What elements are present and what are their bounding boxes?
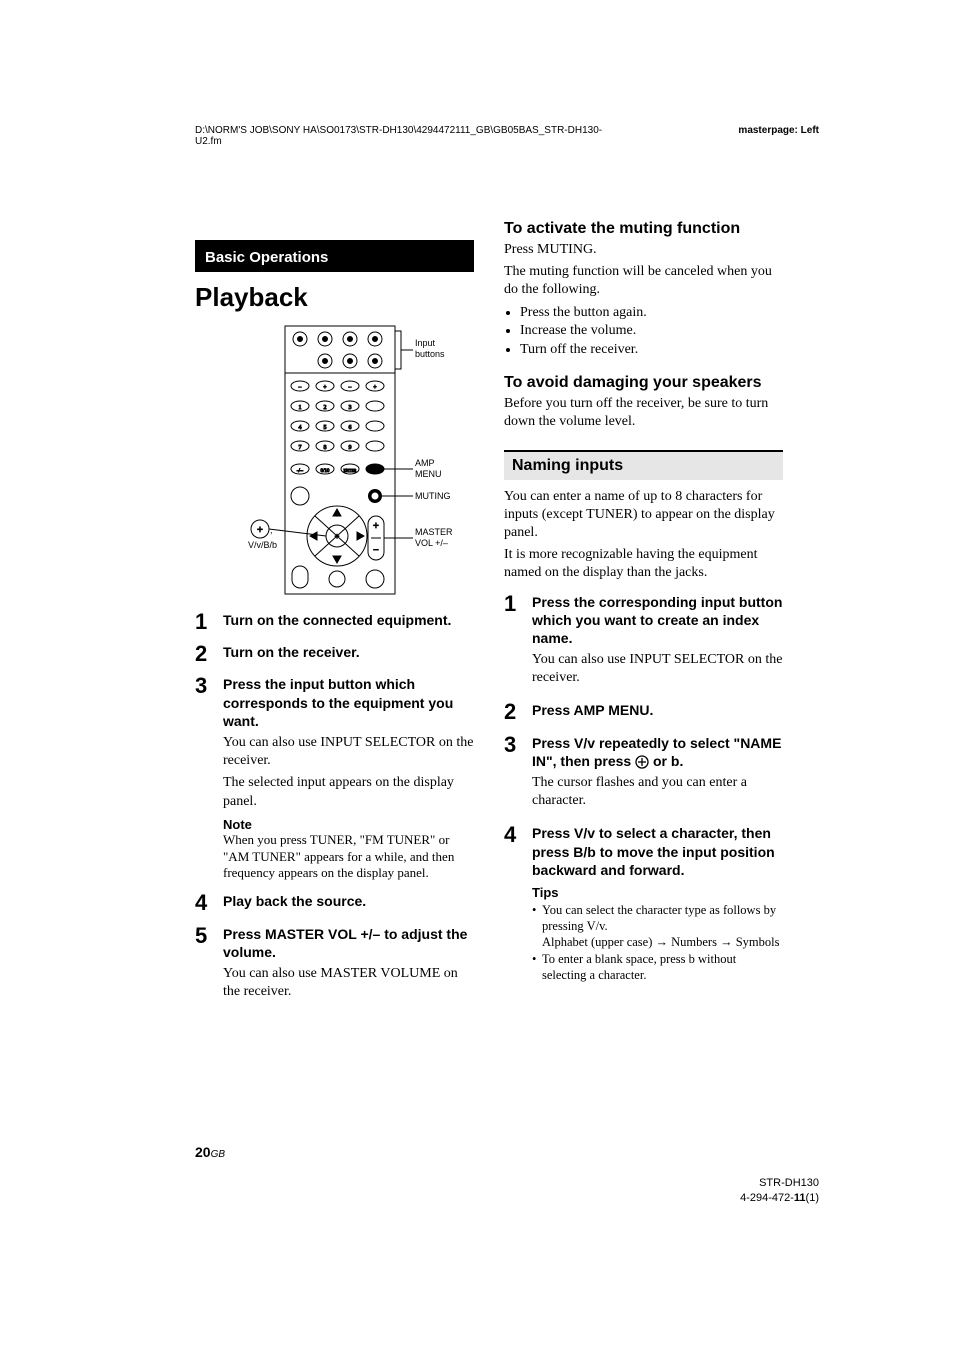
- step-text: You can also use INPUT SELECTOR on the r…: [223, 734, 474, 770]
- step-title: Press V/v repeatedly to select "NAME IN"…: [532, 734, 783, 770]
- bullet-icon: •: [532, 902, 538, 951]
- heading-muting: To activate the muting function: [504, 220, 783, 238]
- step-number: 4: [195, 892, 211, 914]
- svg-text:-/--: -/--: [296, 469, 303, 474]
- tip-item: • You can select the character type as f…: [532, 902, 783, 951]
- svg-text:+: +: [257, 525, 263, 536]
- right-step-3: 3 Press V/v repeatedly to select "NAME I…: [504, 734, 783, 815]
- svg-text:7: 7: [298, 445, 301, 451]
- tip-text: To enter a blank space, press b without …: [542, 951, 783, 984]
- step3-post: or b.: [649, 753, 683, 769]
- enter-icon: [635, 755, 649, 769]
- left-step-2: 2 Turn on the receiver.: [195, 643, 474, 665]
- remote-svg: − + − + 1 2 3 4 5 6 7 8 9: [215, 321, 455, 601]
- left-column: Basic Operations Playback: [195, 220, 474, 1005]
- section-header-basic-ops: Basic Operations: [195, 240, 474, 272]
- step-number: 2: [504, 701, 520, 723]
- step-title: Play back the source.: [223, 892, 474, 910]
- note-heading: Note: [223, 817, 474, 832]
- damage-text: Before you turn off the receiver, be sur…: [504, 395, 783, 431]
- step-title: Press MASTER VOL +/– to adjust the volum…: [223, 925, 474, 961]
- svg-text:+: +: [373, 385, 377, 391]
- left-step-5: 5 Press MASTER VOL +/– to adjust the vol…: [195, 925, 474, 1006]
- tip-text: You can select the character type as fol…: [542, 902, 783, 951]
- header-path: D:\NORM'S JOB\SONY HA\SO0173\STR-DH130\4…: [195, 125, 615, 147]
- muting-line2: The muting function will be canceled whe…: [504, 263, 783, 299]
- left-step-4: 4 Play back the source.: [195, 892, 474, 914]
- step-title: Press AMP MENU.: [532, 701, 783, 719]
- step-number: 1: [504, 593, 520, 692]
- header-masterpage: masterpage: Left: [738, 125, 819, 147]
- step-title: Turn on the receiver.: [223, 643, 474, 661]
- svg-text:−: −: [348, 385, 352, 391]
- naming-intro1: You can enter a name of up to 8 characte…: [504, 488, 783, 543]
- tips-heading: Tips: [532, 885, 783, 900]
- svg-text:5: 5: [323, 425, 326, 431]
- step-number: 1: [195, 611, 211, 633]
- content: Basic Operations Playback: [195, 220, 783, 1005]
- label-input-buttons-2: buttons: [415, 349, 445, 359]
- step-text: The selected input appears on the displa…: [223, 774, 474, 810]
- step-number: 4: [504, 824, 520, 983]
- right-step-4: 4 Press V/v to select a character, then …: [504, 824, 783, 983]
- label-amp-1: AMP: [415, 458, 435, 468]
- svg-text:2: 2: [323, 405, 326, 411]
- heading-damage: To avoid damaging your speakers: [504, 374, 783, 392]
- svg-text:6: 6: [348, 425, 351, 431]
- footer-model: STR-DH130: [740, 1176, 819, 1190]
- footer: STR-DH130 4-294-472-11(1): [740, 1176, 819, 1205]
- header-row: D:\NORM'S JOB\SONY HA\SO0173\STR-DH130\4…: [195, 125, 819, 147]
- footer-pn: 4-294-472-11(1): [740, 1191, 819, 1205]
- page-num-value: 20: [195, 1144, 211, 1160]
- label-amp-2: MENU: [415, 469, 442, 479]
- svg-text:4: 4: [298, 425, 301, 431]
- step-number: 5: [195, 925, 211, 1006]
- right-step-1: 1 Press the corresponding input button w…: [504, 593, 783, 692]
- step-number: 2: [195, 643, 211, 665]
- label-vol-2: VOL +/–: [415, 538, 448, 548]
- bullet-icon: •: [532, 951, 538, 984]
- step-text: The cursor flashes and you can enter a c…: [532, 774, 783, 810]
- naming-intro2: It is more recognizable having the equip…: [504, 546, 783, 582]
- remote-diagram: − + − + 1 2 3 4 5 6 7 8 9: [195, 321, 474, 601]
- svg-text:0/10: 0/10: [320, 469, 329, 474]
- tip-item: • To enter a blank space, press b withou…: [532, 951, 783, 984]
- svg-text:+: +: [323, 385, 327, 391]
- label-arrows: V/v/B/b: [248, 540, 277, 550]
- label-input-buttons-1: Input: [415, 338, 436, 348]
- left-step-3: 3 Press the input button which correspon…: [195, 675, 474, 882]
- page-number: 20GB: [195, 1144, 225, 1160]
- svg-text:8: 8: [323, 445, 326, 451]
- svg-text:ENTER: ENTER: [343, 468, 356, 473]
- muting-line1: Press MUTING.: [504, 241, 783, 259]
- svg-text:+: +: [373, 521, 379, 532]
- step-text: You can also use MASTER VOLUME on the re…: [223, 965, 474, 1001]
- svg-text:−: −: [298, 385, 302, 391]
- step-number: 3: [195, 675, 211, 882]
- step-title: Press the corresponding input button whi…: [532, 593, 783, 648]
- list-item: Increase the volume.: [520, 322, 783, 341]
- step-number: 3: [504, 734, 520, 815]
- section-header-naming: Naming inputs: [504, 450, 783, 480]
- label-enter-comma: ,: [270, 525, 273, 535]
- label-muting: MUTING: [415, 491, 451, 501]
- step-title: Turn on the connected equipment.: [223, 611, 474, 629]
- step-text: You can also use INPUT SELECTOR on the r…: [532, 651, 783, 687]
- right-step-2: 2 Press AMP MENU.: [504, 701, 783, 723]
- note-text: When you press TUNER, "FM TUNER" or "AM …: [223, 832, 474, 883]
- left-step-1: 1 Turn on the connected equipment.: [195, 611, 474, 633]
- svg-text:3: 3: [348, 405, 351, 411]
- chapter-title-playback: Playback: [195, 282, 474, 313]
- list-item: Press the button again.: [520, 304, 783, 323]
- page-gb: GB: [211, 1149, 225, 1160]
- step-title: Press V/v to select a character, then pr…: [532, 824, 783, 879]
- step-title: Press the input button which corresponds…: [223, 675, 474, 730]
- svg-text:9: 9: [348, 445, 351, 451]
- muting-bullets: Press the button again. Increase the vol…: [504, 304, 783, 361]
- list-item: Turn off the receiver.: [520, 341, 783, 360]
- svg-text:−: −: [373, 545, 379, 556]
- right-column: To activate the muting function Press MU…: [504, 220, 783, 1005]
- svg-text:1: 1: [298, 405, 301, 411]
- label-vol-1: MASTER: [415, 527, 453, 537]
